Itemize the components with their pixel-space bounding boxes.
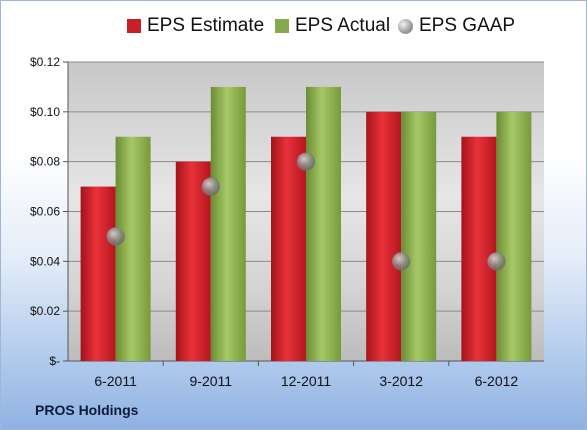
y-tick-label: $0.04 xyxy=(30,254,60,268)
y-tick-label: $0.02 xyxy=(30,304,60,318)
eps-gaap-point xyxy=(296,152,316,171)
eps-actual-bar xyxy=(210,86,246,362)
eps-gaap-point xyxy=(391,252,411,271)
company-name: PROS Holdings xyxy=(35,402,139,418)
x-tick-label: 6-2011 xyxy=(94,373,137,389)
eps-actual-bar xyxy=(115,136,151,361)
legend-label-eps-estimate: EPS Estimate xyxy=(147,15,265,36)
eps-gaap-point xyxy=(487,252,506,271)
eps-estimate-bar xyxy=(271,136,306,361)
eps-actual-bar xyxy=(496,111,532,361)
eps-estimate-bar xyxy=(461,136,497,361)
legend-label-eps-actual: EPS Actual xyxy=(295,15,391,36)
eps-gaap-point xyxy=(201,177,221,196)
eps-estimate-bar xyxy=(366,111,402,361)
legend-swatch-eps-actual xyxy=(275,19,289,33)
eps-gaap-point xyxy=(106,227,125,246)
chart-legend: EPS Estimate EPS Actual EPS GAAP xyxy=(1,15,586,43)
x-tick-label: 6-2012 xyxy=(475,373,519,389)
eps-actual-bar xyxy=(401,111,437,361)
x-tick-label: 3-2012 xyxy=(379,373,423,389)
legend-item-eps-estimate: EPS Estimate xyxy=(127,15,264,37)
legend-swatch-eps-gaap xyxy=(398,18,413,34)
y-tick-label: $0.06 xyxy=(30,205,60,219)
eps-estimate-bar xyxy=(175,161,211,361)
x-tick-label: 12-2011 xyxy=(281,373,332,389)
legend-swatch-eps-estimate xyxy=(127,19,141,33)
legend-item-eps-gaap: EPS GAAP xyxy=(398,15,515,37)
legend-item-eps-actual: EPS Actual xyxy=(275,15,390,37)
y-tick-label: $- xyxy=(49,354,60,368)
y-tick-label: $0.10 xyxy=(30,105,60,119)
y-tick-label: $0.12 xyxy=(30,55,60,69)
eps-estimate-bar xyxy=(80,186,116,361)
eps-actual-bar xyxy=(306,86,341,362)
x-tick-label: 9-2011 xyxy=(190,373,233,389)
legend-label-eps-gaap: EPS GAAP xyxy=(419,15,516,36)
y-tick-label: $0.08 xyxy=(30,155,60,169)
